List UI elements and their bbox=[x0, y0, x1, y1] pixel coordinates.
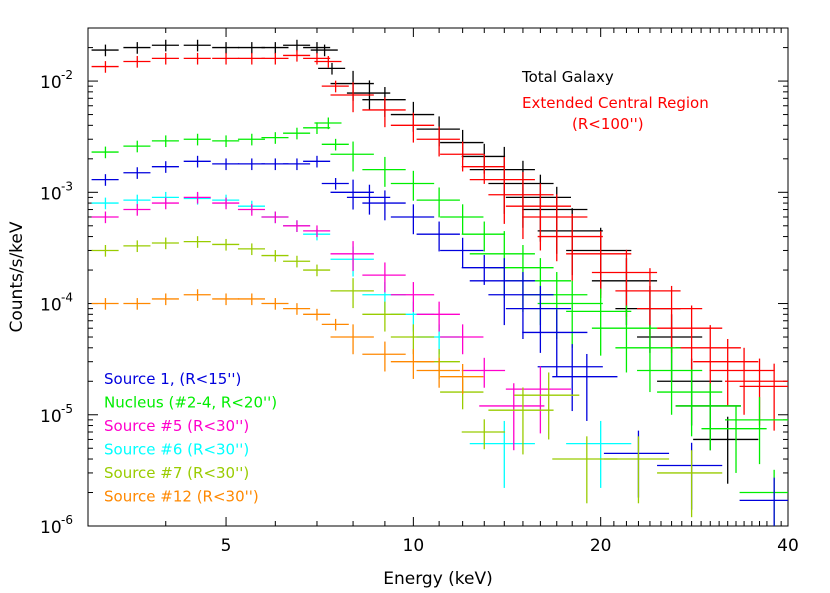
y-tick-exponent: -5 bbox=[61, 402, 73, 416]
y-tick-label: 10 bbox=[40, 73, 62, 93]
legend-entry: Nucleus (#2-4, R<20'') bbox=[104, 394, 277, 412]
x-tick-label: 40 bbox=[777, 536, 799, 556]
y-tick-exponent: -2 bbox=[61, 68, 73, 82]
legend-entry: Source #7 (R<30'') bbox=[104, 464, 249, 482]
y-axis-ticks: 10-210-310-410-510-6 bbox=[40, 27, 788, 538]
legend-entry: Source #6 (R<30'') bbox=[104, 441, 249, 459]
y-tick-exponent: -6 bbox=[61, 513, 73, 527]
series-src5 bbox=[91, 191, 572, 451]
legend-entry: Source 1, (R<15'') bbox=[104, 370, 241, 388]
y-tick-exponent: -3 bbox=[61, 179, 73, 193]
annotation-total-galaxy: Total Galaxy bbox=[521, 68, 614, 86]
x-axis-label: Energy (keV) bbox=[383, 569, 493, 589]
y-tick-exponent: -4 bbox=[61, 291, 73, 305]
series-layer bbox=[91, 39, 788, 526]
x-axis-ticks: 5 10 20 40 bbox=[87, 28, 799, 556]
series-src12 bbox=[91, 289, 484, 394]
legend: Source 1, (R<15'') Nucleus (#2-4, R<20'')… bbox=[104, 370, 277, 506]
legend-entry: Source #5 (R<30'') bbox=[104, 417, 249, 435]
annotation-extended-radius: (R<100'') bbox=[572, 115, 644, 133]
series-src1 bbox=[91, 155, 788, 526]
x-tick-label: 10 bbox=[403, 536, 425, 556]
y-tick-label: 10 bbox=[40, 184, 62, 204]
plot-frame bbox=[87, 27, 789, 527]
y-tick-label: 10 bbox=[40, 296, 62, 316]
y-axis-label: Counts/s/keV bbox=[7, 221, 27, 332]
legend-entry: Source #12 (R<30'') bbox=[104, 488, 259, 506]
annotation-extended-region: Extended Central Region bbox=[522, 94, 709, 112]
x-tick-label: 5 bbox=[221, 536, 232, 556]
y-tick-label: 10 bbox=[40, 407, 62, 427]
series-ext bbox=[91, 49, 788, 431]
series-nuc bbox=[91, 117, 788, 526]
x-tick-label: 20 bbox=[590, 536, 612, 556]
y-tick-label: 10 bbox=[40, 518, 62, 538]
